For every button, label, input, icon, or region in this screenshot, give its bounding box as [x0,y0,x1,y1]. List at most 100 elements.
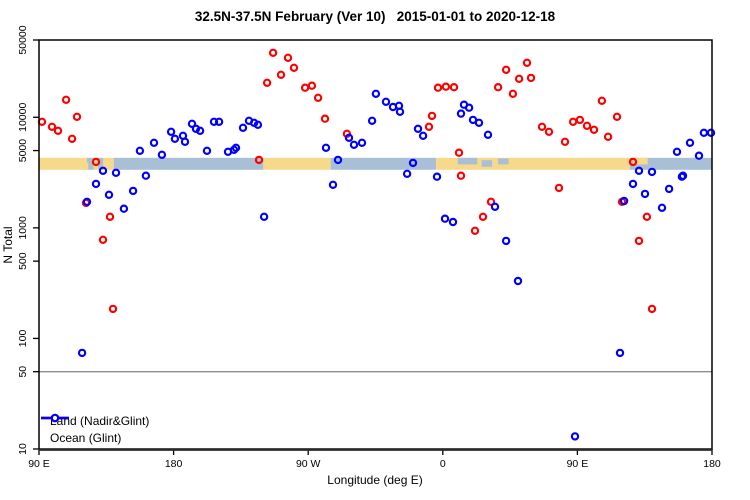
data-point-land [582,121,592,131]
y-tick-label: 500 [17,252,29,270]
x-tick-label: 90 W [296,458,321,470]
data-point-land [47,122,57,132]
data-point-ocean [149,138,159,147]
data-point-ocean [238,123,248,133]
data-point-land [424,122,434,132]
data-point-ocean [104,190,114,199]
data-point-ocean [513,276,523,286]
x-tick-label: 0 [440,458,446,470]
data-point-land [628,157,638,167]
data-point-ocean [157,150,167,159]
map-strip-land-segment [436,157,630,170]
data-point-ocean [231,143,241,152]
data-point-ocean [371,89,381,99]
map-strip-ocean-segment [330,157,437,170]
data-point-land [283,53,293,63]
data-point-land [612,112,622,122]
data-point-ocean [699,128,709,137]
data-point-ocean [570,432,580,441]
data-point-ocean [166,127,176,136]
data-point-land [560,137,570,146]
plot-border [38,39,713,450]
data-point-ocean [706,128,716,137]
data-point-ocean [664,184,674,194]
legend-label-land: Land (Nadir&Glint) [50,413,150,428]
data-point-land [568,117,578,127]
map-strip-land-segment [93,157,99,170]
data-point-ocean [634,166,644,175]
data-point-ocean [678,171,688,180]
data-point-land [470,226,480,235]
data-point-ocean [128,186,138,196]
map-strip-land-segment [263,157,331,170]
data-point-ocean [367,116,377,126]
data-point-ocean [619,196,629,206]
data-point-ocean [357,138,367,147]
data-point-land [522,58,532,68]
y-axis-label: N Total [1,226,15,264]
data-point-ocean [413,124,423,134]
y-tick-label: 50 [17,366,29,378]
data-point-land [454,148,464,157]
data-point-land [486,197,496,206]
data-point-land [262,78,272,88]
data-point-land [597,96,607,106]
data-point-ocean [456,109,466,118]
data-point-ocean [344,133,354,142]
data-point-land [313,93,323,103]
data-point-ocean [615,348,625,358]
map-strip-ocean-segment [629,157,712,170]
data-point-ocean [135,146,145,155]
y-tick-label: 5000 [17,139,29,163]
data-point-ocean [657,203,667,212]
data-point-ocean [170,134,180,143]
data-point-ocean [483,130,493,139]
map-strip-land-patch [84,162,89,170]
data-point-land [91,157,101,167]
data-point-ocean [395,107,405,117]
data-point-ocean [448,217,458,227]
data-point-land [254,155,264,165]
data-point-land [300,83,310,92]
data-point-ocean [474,118,484,128]
legend-label-ocean: Ocean (Glint) [50,430,122,445]
x-tick-label: 180 [703,458,721,470]
data-point-land [575,115,585,125]
data-point-land [61,95,71,105]
x-tick-label: 180 [165,458,183,470]
data-point-land [647,304,657,314]
map-strip-ocean-segment [98,157,104,170]
data-point-ocean [432,172,442,181]
data-point-land [544,127,554,136]
data-point-ocean [321,143,331,152]
map-strip [39,157,712,170]
data-point-ocean [628,179,638,189]
legend-symbol-ocean [41,413,69,423]
data-point-land [537,122,547,132]
axes: 90 E 180 90 W 0 90 E 180 10 50 100 500 1000 5000 100… [17,25,721,470]
data-point-ocean [141,171,151,180]
data-point-land [53,126,63,136]
y-tick-label: 50000 [17,25,29,54]
data-point-ocean [111,168,121,177]
data-point-ocean [672,147,682,156]
data-point-land [108,304,118,314]
map-strip-ocean-segment [86,157,94,170]
data-point-land [289,63,299,73]
data-point-ocean [259,212,269,221]
series-land [37,48,657,314]
x-tick-label: 90 E [28,458,50,470]
data-point-ocean [202,146,212,155]
data-point-ocean [333,155,343,165]
data-point-ocean [77,348,87,358]
data-point-land [478,212,488,221]
data-point-land [603,132,613,141]
data-point-ocean [119,204,129,213]
data-point-land [508,89,518,99]
data-point-land [554,183,564,193]
map-strip-ocean-segment [113,157,264,170]
data-point-land [441,82,451,91]
data-point-ocean [187,119,197,129]
x-tick-label: 90 E [567,458,589,470]
